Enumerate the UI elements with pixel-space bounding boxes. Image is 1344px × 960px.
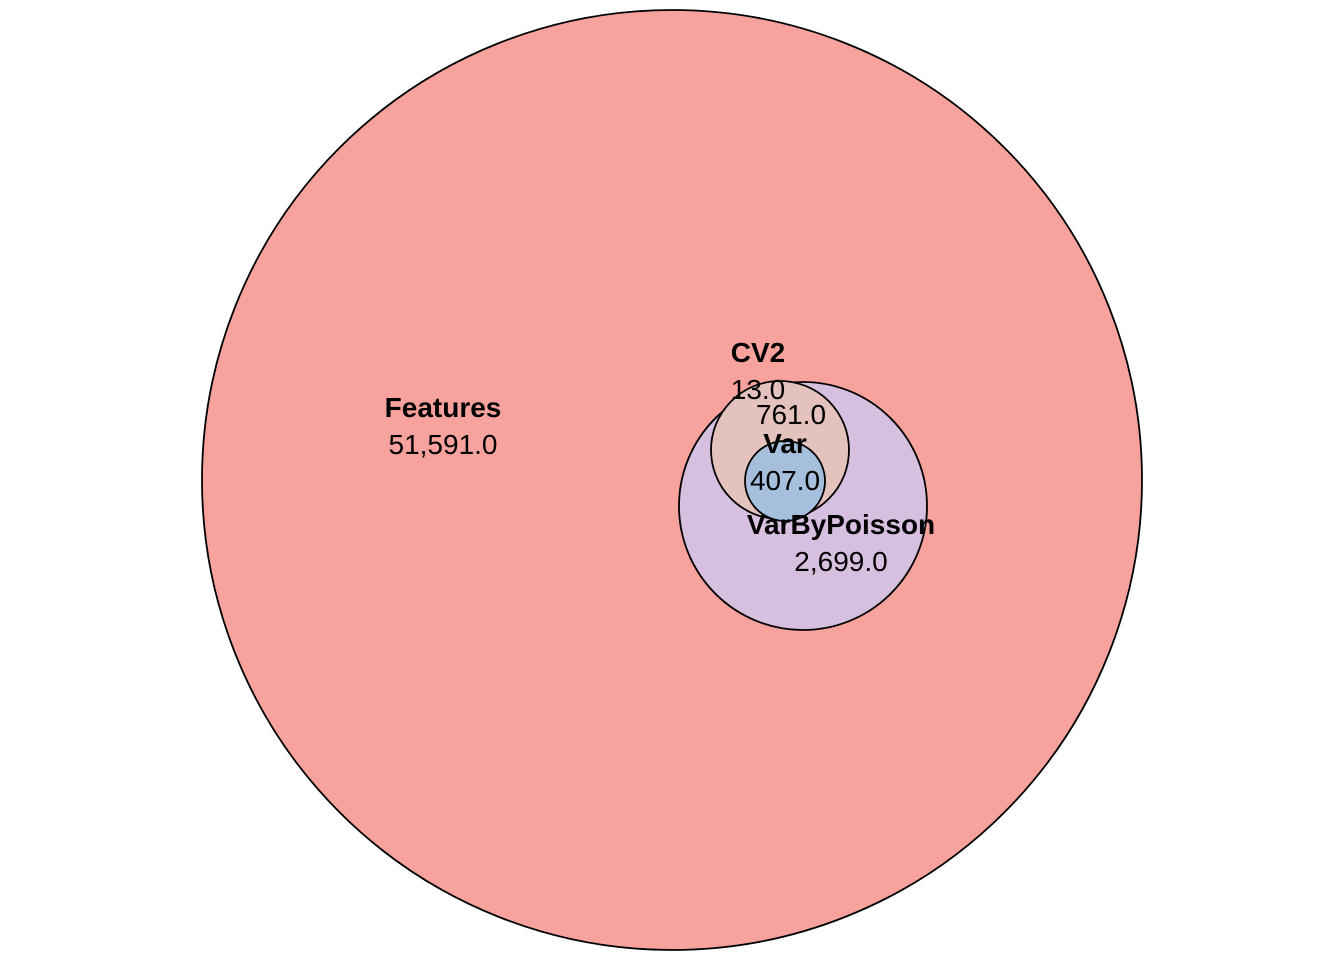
circle-var [744, 440, 826, 522]
cv2-count: 13.0 [731, 374, 786, 405]
features-count: 51,591.0 [389, 429, 498, 460]
varbypoisson-count: 2,699.0 [794, 546, 887, 577]
circle-features [201, 9, 1143, 951]
var-count: 407.0 [750, 465, 820, 496]
cv2-label: CV2 [731, 337, 785, 368]
varbypoisson-label: VarByPoisson [747, 509, 935, 540]
features-label: Features [385, 392, 502, 423]
var-label: Var [763, 428, 807, 459]
cv2-varbypoisson-overlap-count: 761.0 [756, 399, 826, 430]
